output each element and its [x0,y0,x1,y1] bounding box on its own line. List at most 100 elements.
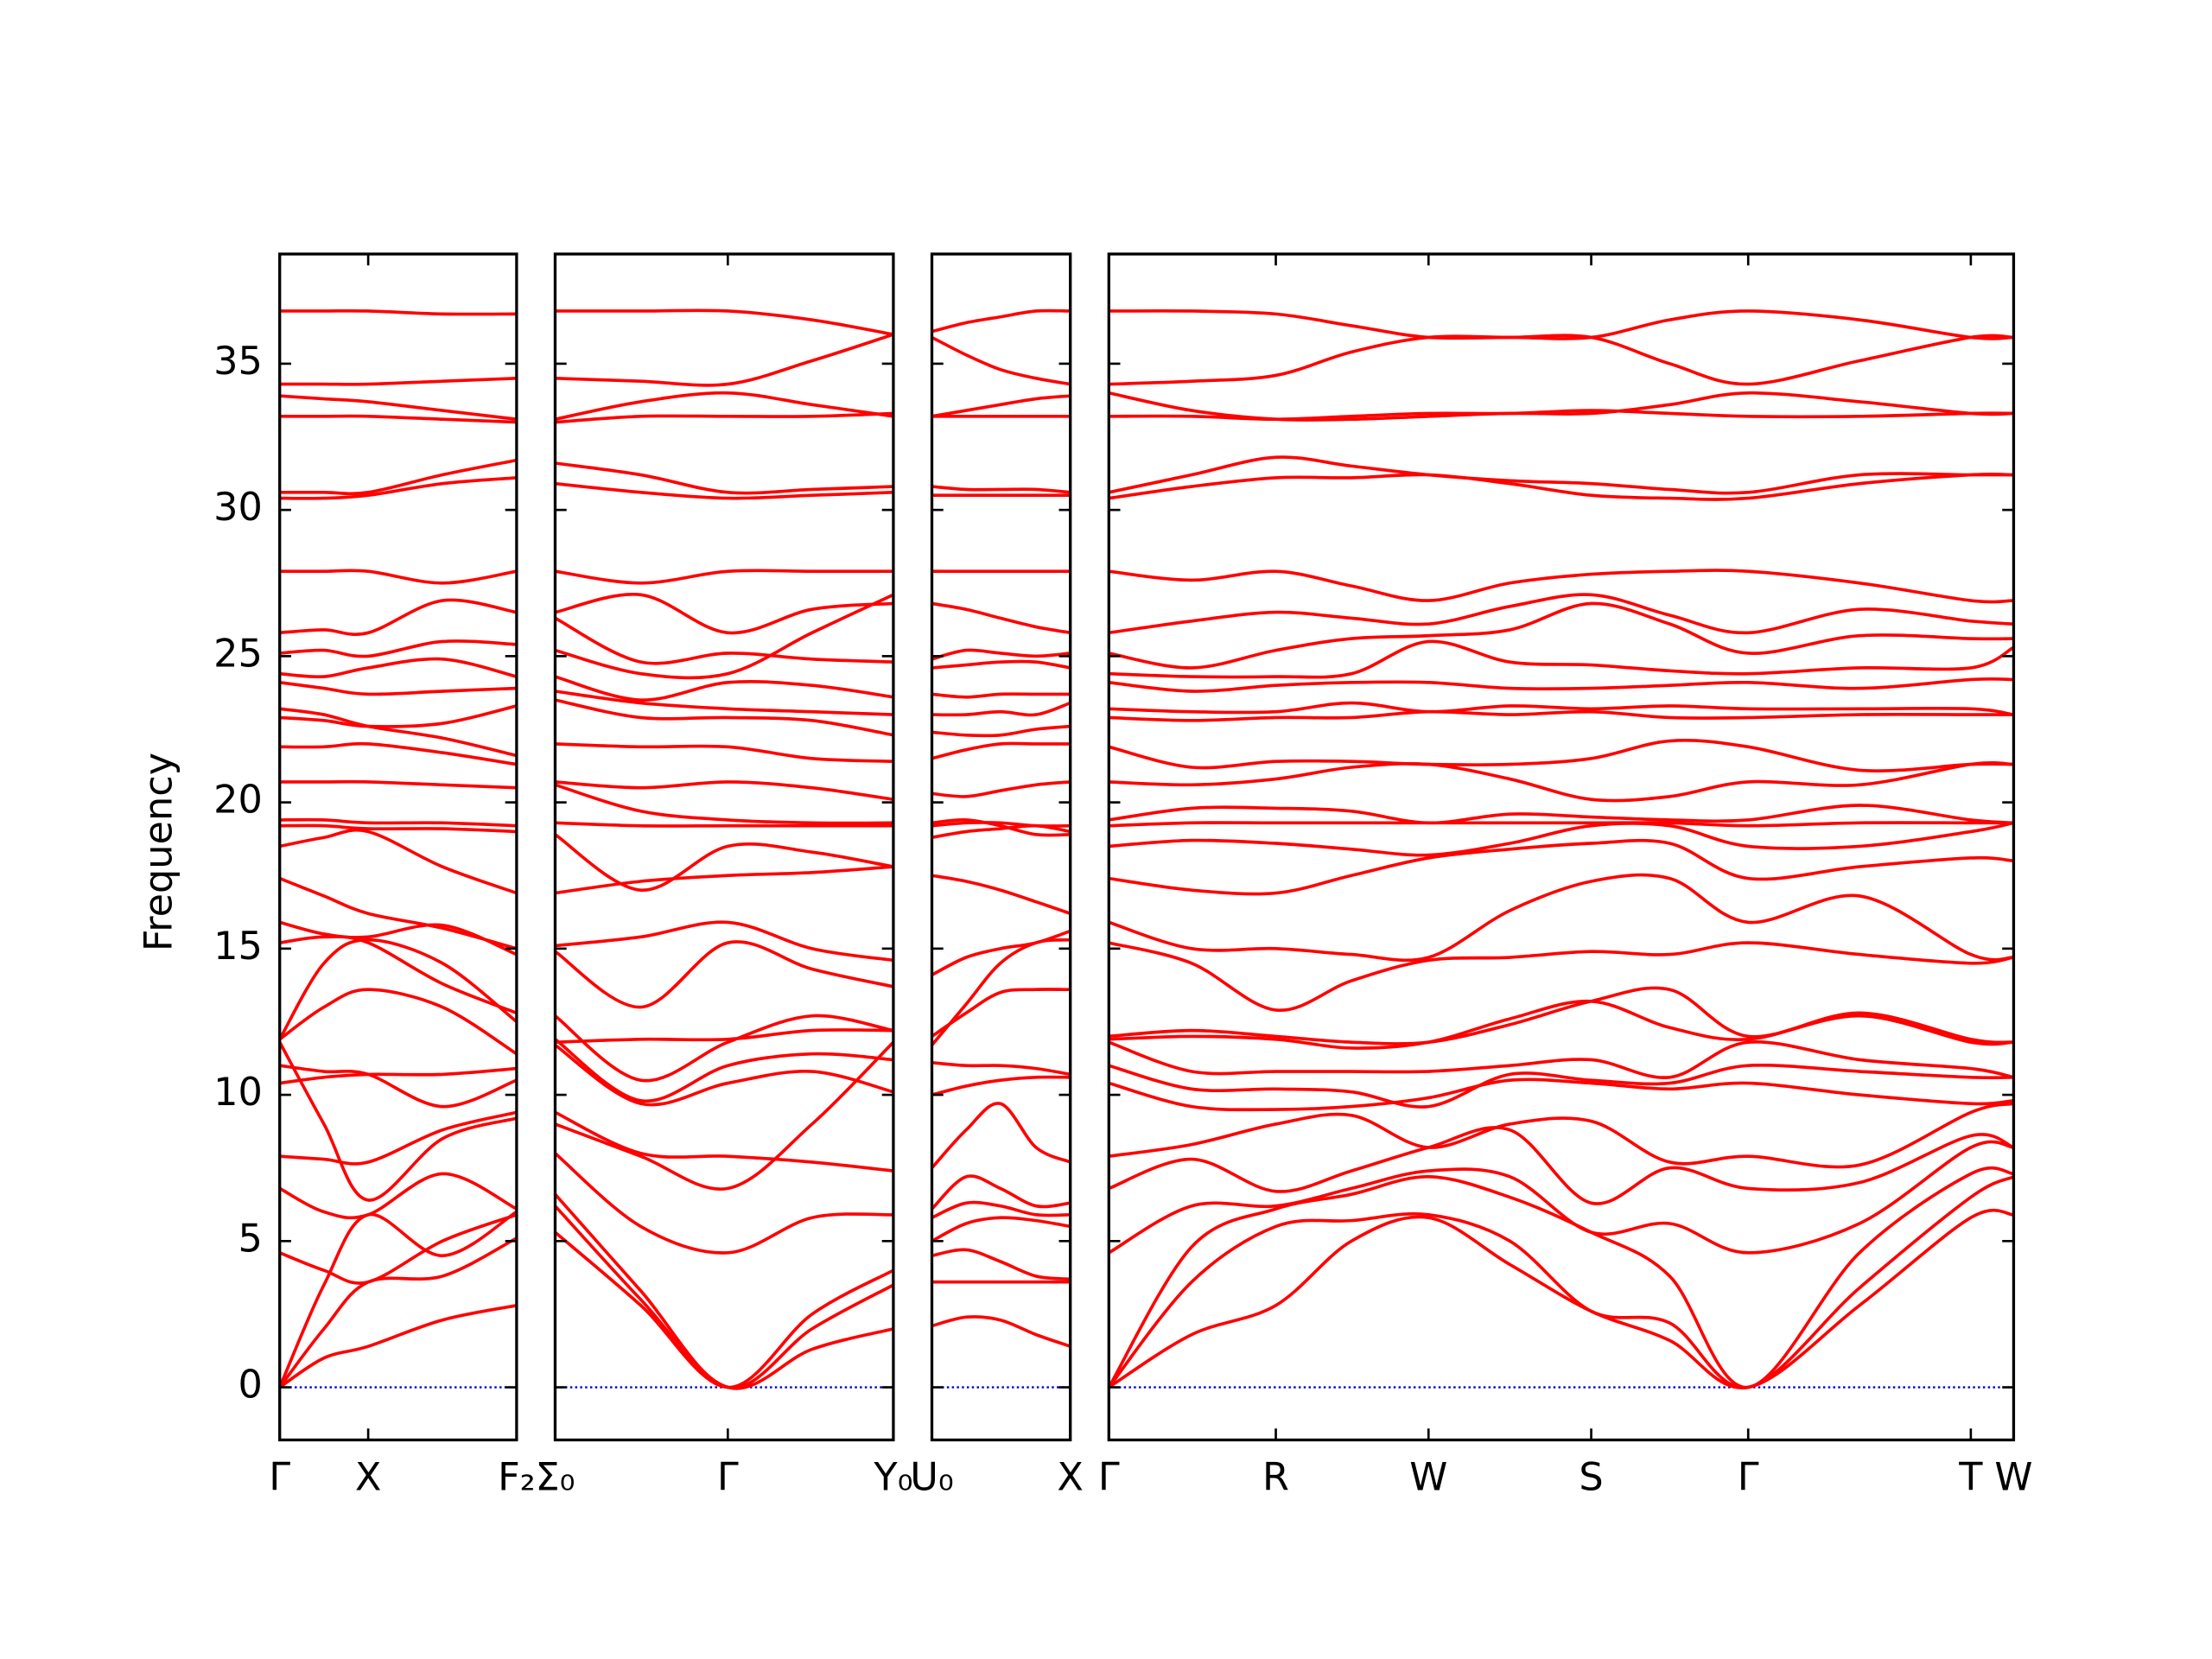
x-tick-label: T [1958,1455,1983,1500]
phonon-band [931,874,1071,915]
phonon-band [279,639,517,658]
phonon-band [1108,1140,2014,1255]
phonon-band [931,659,1071,670]
x-tick-label: Γ [1098,1455,1120,1500]
phonon-band [554,940,894,1009]
y-axis-label: Frequency [137,753,181,951]
phonon-band [279,598,518,636]
panel-frame [278,252,518,1442]
phonon-band [555,391,894,422]
phonon-band [1109,761,2014,803]
phonon-band [279,823,517,834]
phonon-band [1109,821,2014,828]
phonon-band [1107,1175,2015,1389]
phonon-band [931,394,1071,418]
phonon-band [555,481,893,500]
phonon-band [1108,941,2014,1012]
panel-frame [1107,252,2016,1442]
phonon-band [279,681,517,696]
phonon-band [555,742,893,764]
phonon-band [555,698,894,737]
phonon-band [1108,601,2014,670]
phonon-band [931,929,1071,976]
phonon-band [554,616,893,665]
phonon-band [1108,1208,2014,1390]
phonon-band [554,1014,894,1083]
phonon-band [1109,999,2014,1050]
phonon-band [278,1172,518,1220]
phonon-band [554,1044,894,1107]
phonon-band [931,1174,1071,1211]
phonon-band [1108,1039,2014,1079]
x-tick-label: X [1057,1455,1084,1500]
phonon-band [555,333,894,387]
phonon-band [554,833,894,892]
y-tick-label: 0 [238,1363,263,1408]
phonon-band [1109,838,2014,896]
phonon-band [555,780,894,802]
phonon-band [1109,986,2014,1046]
phonon-band [554,1038,894,1103]
phonon-band [931,1315,1071,1348]
x-tick-label: U₀ [910,1455,954,1500]
phonon-band [279,935,518,1015]
phonon-band [554,675,894,702]
phonon-band [279,1110,518,1166]
phonon-band [279,920,518,957]
phonon-band [555,821,893,828]
y-tick-label: 20 [213,778,263,823]
phonon-band [1109,677,2014,693]
x-tick-label: Y₀ [873,1455,912,1500]
y-tick-label: 15 [213,924,263,969]
phonon-band [931,1075,1071,1096]
phonon-band [931,701,1071,717]
x-tick-label: S [1579,1455,1603,1500]
phonon-band [279,414,517,424]
x-tick-label: X [355,1455,382,1500]
x-tick-label: R [1262,1455,1289,1500]
phonon-band [278,1303,518,1389]
phonon-band [279,476,518,500]
panel-frame [930,252,1072,1442]
phonon-band [278,988,518,1056]
phonon-band [931,335,1071,386]
y-tick-label: 30 [213,485,263,530]
phonon-band [555,690,893,716]
y-tick-label: 10 [213,1070,263,1115]
phonon-band [931,1216,1071,1243]
phonon-band [279,828,518,895]
phonon-band [279,377,517,386]
x-tick-label: F₂ [498,1455,536,1500]
phonon-band [555,1028,893,1044]
phonon-band [555,461,893,495]
phonon-band [1109,593,2014,635]
phonon-band [931,648,1071,661]
phonon-band [554,1192,894,1389]
phonon-band [279,1066,518,1085]
phonon-band [931,724,1071,738]
phonon-band [279,779,517,790]
phonon-band [279,741,518,766]
x-tick-label: Σ₀ [535,1455,575,1500]
phonon-band [555,411,893,424]
phonon-band [278,938,518,1040]
phonon-band [931,485,1071,494]
x-tick-label: Γ [717,1455,739,1500]
phonon-band [279,1213,518,1285]
phonon-band [279,394,518,422]
phonon-band [931,780,1071,798]
phonon-band [554,593,894,680]
phonon-band [1109,1102,2014,1169]
x-tick-label: Γ [1738,1455,1759,1500]
phonon-band [931,308,1071,334]
phonon-band [554,1040,895,1192]
phonon-band [279,707,518,758]
y-tick-label: 35 [213,339,263,384]
phonon-band [1108,739,2014,772]
phonon-band [279,704,518,728]
phonon-band [279,308,517,316]
phonon-band [1108,455,2014,495]
phonon-band [931,818,1071,837]
phonon-band [931,741,1071,760]
